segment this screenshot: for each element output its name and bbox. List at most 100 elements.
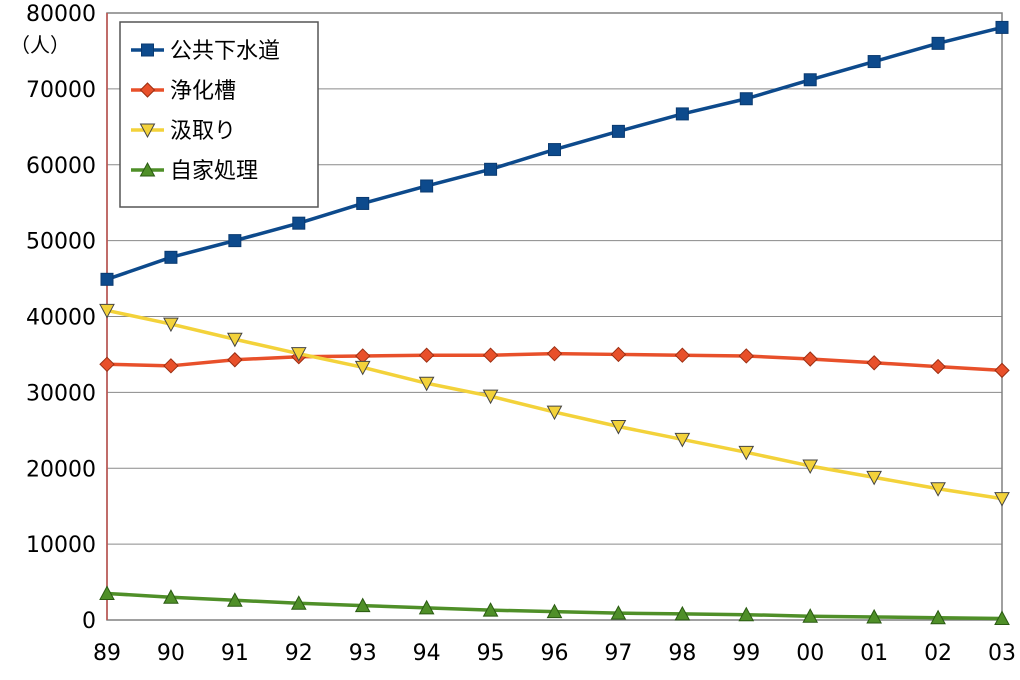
data-point — [227, 352, 243, 368]
y-tick-label: 0 — [82, 609, 96, 634]
x-tick-label: 94 — [413, 641, 441, 666]
y-axis-ticks: 0 10000 20000 30000 40000 50000 60000 70000 8000… — [26, 2, 96, 634]
x-tick-label: 97 — [604, 641, 632, 666]
data-point — [227, 592, 243, 607]
data-point — [739, 92, 753, 106]
legend-marker — [139, 123, 156, 139]
data-point — [290, 347, 307, 362]
x-tick-label: 93 — [349, 641, 377, 666]
data-point — [610, 346, 627, 363]
data-point — [482, 602, 499, 617]
data-point — [802, 459, 819, 475]
data-point — [418, 347, 435, 363]
data-point — [99, 356, 115, 373]
data-point — [292, 216, 306, 230]
data-point — [418, 376, 435, 392]
legend-item: 自家処理 — [131, 159, 258, 184]
x-tick-label: 95 — [477, 641, 505, 666]
x-axis-ticks: 89 90 91 92 93 94 95 96 97 98 99 00 01 02 03 — [93, 641, 1016, 666]
x-tick-label: 96 — [541, 641, 569, 666]
legend-marker — [141, 43, 154, 57]
data-point — [866, 608, 882, 624]
series-1 — [100, 20, 1009, 286]
data-point — [546, 345, 563, 362]
gridlines — [107, 88, 1002, 545]
data-point — [163, 589, 179, 604]
data-point — [99, 585, 115, 600]
x-tick-label: 98 — [668, 641, 696, 666]
legend-marker — [139, 161, 156, 177]
data-point — [803, 73, 817, 87]
y-tick-label: 60000 — [26, 154, 96, 179]
data-point — [610, 420, 627, 435]
x-tick-label: 90 — [157, 641, 185, 666]
data-point — [611, 124, 625, 138]
data-point — [930, 482, 946, 497]
data-point — [548, 143, 561, 157]
data-point — [484, 162, 498, 176]
x-tick-label: 92 — [285, 641, 313, 666]
legend-item: 公共下水道 — [131, 39, 280, 64]
data-point — [738, 606, 755, 622]
data-point — [994, 610, 1010, 625]
x-tick-label: 91 — [221, 641, 249, 666]
data-point — [546, 603, 563, 619]
series-group — [99, 20, 1010, 625]
legend-item: 浄化槽 — [131, 79, 236, 104]
data-point — [674, 605, 691, 621]
legend-marker — [139, 82, 156, 98]
data-point — [420, 179, 434, 193]
data-point — [228, 234, 242, 248]
data-point — [675, 107, 689, 121]
data-point — [610, 605, 627, 620]
data-point — [674, 432, 691, 448]
data-point — [802, 608, 819, 623]
x-tick-label: 03 — [988, 641, 1016, 666]
data-point — [866, 355, 882, 371]
data-point — [931, 36, 945, 50]
data-point — [482, 347, 499, 363]
data-point — [354, 360, 371, 376]
data-point — [867, 55, 881, 69]
data-point — [546, 405, 563, 421]
data-point — [227, 332, 243, 348]
data-point — [674, 347, 691, 363]
x-tick-label: 00 — [796, 641, 824, 666]
data-point — [356, 196, 370, 210]
data-point — [866, 470, 882, 486]
legend-label: 汲取り — [170, 119, 236, 144]
legend-label: 浄化槽 — [170, 79, 236, 104]
y-tick-label: 50000 — [26, 230, 96, 255]
y-tick-label: 30000 — [26, 381, 96, 406]
data-point — [164, 250, 178, 264]
series-2 — [99, 345, 1010, 379]
data-point — [163, 358, 179, 374]
legend-label: 公共下水道 — [170, 39, 280, 64]
data-point — [738, 348, 754, 364]
x-tick-label: 01 — [860, 641, 888, 666]
data-point — [994, 492, 1010, 507]
x-tick-label: 89 — [93, 641, 121, 666]
data-point — [994, 362, 1010, 379]
data-point — [738, 445, 755, 461]
data-point — [418, 599, 435, 615]
y-axis-unit-label: （人） — [10, 33, 70, 57]
data-point — [995, 20, 1009, 34]
series-3 — [99, 303, 1010, 507]
data-point — [163, 317, 179, 333]
y-tick-label: 40000 — [26, 306, 96, 331]
data-point — [100, 272, 114, 286]
y-tick-label: 10000 — [26, 533, 96, 558]
legend-item: 汲取り — [131, 119, 236, 144]
data-point — [290, 595, 307, 610]
series-4 — [99, 585, 1010, 625]
data-point — [482, 389, 499, 405]
data-point — [99, 303, 115, 319]
data-point — [930, 609, 946, 625]
y-tick-label: 20000 — [26, 457, 96, 482]
data-point — [802, 351, 818, 367]
x-tick-label: 02 — [924, 641, 952, 666]
y-tick-label: 70000 — [26, 78, 96, 103]
